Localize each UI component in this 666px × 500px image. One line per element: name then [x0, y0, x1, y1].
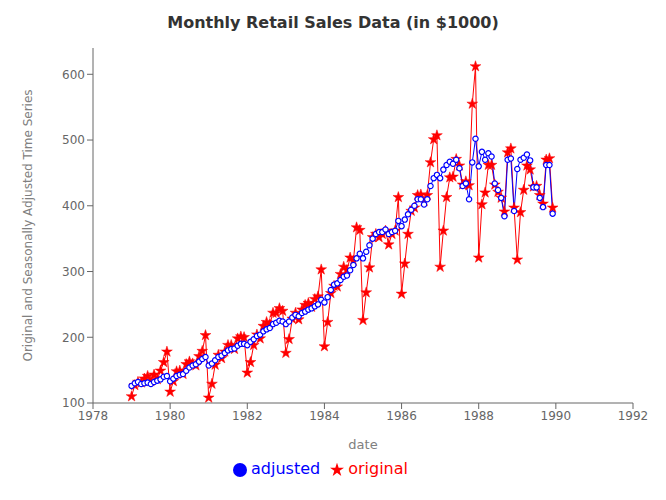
svg-text:200: 200: [62, 331, 85, 345]
svg-text:1990: 1990: [541, 409, 572, 423]
svg-text:1992: 1992: [618, 409, 649, 423]
svg-text:300: 300: [62, 265, 85, 279]
svg-text:1980: 1980: [155, 409, 186, 423]
svg-text:100: 100: [62, 396, 85, 410]
html-text:adjusted: adjusted: [251, 459, 321, 478]
svg-text:1982: 1982: [232, 409, 263, 423]
svg-text:1988: 1988: [463, 409, 494, 423]
svg-text:1984: 1984: [309, 409, 340, 423]
svg-text:400: 400: [62, 199, 85, 213]
html-text:Monthly Retail Sales Data (in: Monthly Retail Sales Data (in $1000): [167, 13, 499, 32]
html-text:original: original: [348, 459, 408, 478]
svg-text:1986: 1986: [386, 409, 417, 423]
svg-text:1978: 1978: [78, 409, 109, 423]
svg-text:date: date: [348, 437, 377, 452]
svg-text:600: 600: [62, 68, 85, 82]
svg-text:Original and Seasonally Adjust: Original and Seasonally Adjusted Time Se…: [21, 89, 35, 361]
svg-text:500: 500: [62, 133, 85, 147]
